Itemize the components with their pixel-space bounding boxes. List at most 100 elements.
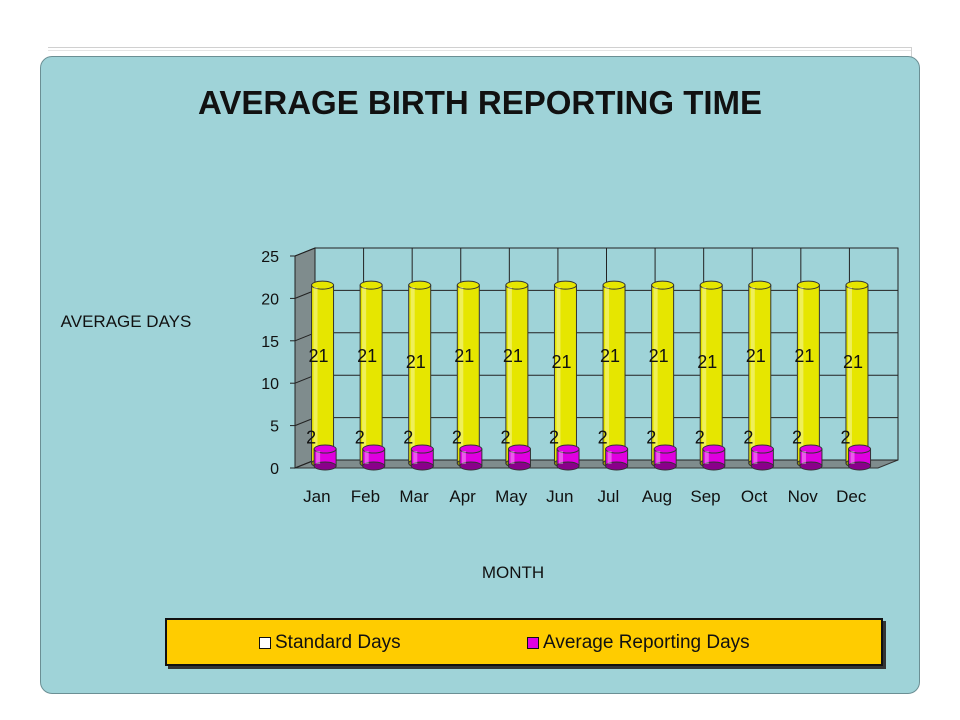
- legend: Standard Days Average Reporting Days: [165, 618, 883, 666]
- bar-average-may-highlight: [510, 451, 515, 464]
- bar-average-nov-top: [799, 444, 823, 454]
- y-tick-label: 25: [261, 249, 279, 266]
- bar-average-jan-top: [313, 444, 337, 454]
- bar-standard-feb-top: [359, 280, 383, 290]
- x-tick-label-jun: Jun: [546, 487, 573, 506]
- data-label-average-nov: 2: [792, 427, 802, 447]
- bar-standard-dec-top: [845, 280, 869, 290]
- bar-average-feb-top: [362, 444, 386, 454]
- bar-average-jul-highlight: [607, 451, 612, 464]
- chart-title: AVERAGE BIRTH REPORTING TIME: [197, 84, 763, 121]
- bar-standard-nov-highlight: [799, 287, 804, 462]
- x-tick-label-jan: Jan: [303, 487, 330, 506]
- bar-standard-dec-highlight: [847, 287, 852, 462]
- bar-average-may-top: [507, 444, 531, 454]
- data-label-standard-apr: 21: [454, 346, 474, 366]
- y-tick-label: 10: [261, 376, 279, 393]
- data-label-standard-sep: 21: [697, 352, 717, 372]
- x-tick-label-mar: Mar: [399, 487, 429, 506]
- x-tick-label-nov: Nov: [788, 487, 819, 506]
- x-tick-label-may: May: [495, 487, 528, 506]
- bar-standard-jan-highlight: [313, 287, 318, 462]
- data-label-average-apr: 2: [452, 427, 462, 447]
- y-tick-label: 15: [261, 334, 279, 351]
- legend-swatch-standard: [259, 637, 271, 649]
- bar-standard-jul-highlight: [605, 287, 610, 462]
- top-rule: [48, 47, 912, 48]
- bar-standard-jan-top: [311, 280, 335, 290]
- data-label-average-jan: 2: [306, 427, 316, 447]
- bar-average-feb-highlight: [364, 451, 369, 464]
- bar-average-dec-top: [848, 444, 872, 454]
- y-tick-label: 5: [270, 419, 279, 436]
- data-label-standard-aug: 21: [649, 346, 669, 366]
- data-label-standard-jun: 21: [551, 352, 571, 372]
- bar-average-oct-highlight: [753, 451, 758, 464]
- gridline-depth: [294, 247, 316, 257]
- bar-average-aug-highlight: [656, 451, 661, 464]
- data-label-average-aug: 2: [646, 427, 656, 447]
- bar-average-jan-base: [313, 461, 337, 471]
- bar-standard-jun-top: [553, 280, 577, 290]
- bar-standard-aug-highlight: [653, 287, 658, 462]
- x-tick-label-sep: Sep: [690, 487, 720, 506]
- x-tick-label-oct: Oct: [741, 487, 768, 506]
- data-label-standard-nov: 21: [794, 346, 814, 366]
- bar-standard-apr-highlight: [459, 287, 464, 462]
- bar-average-jun-base: [556, 461, 580, 471]
- bar-average-nov-highlight: [801, 451, 806, 464]
- data-label-average-dec: 2: [841, 427, 851, 447]
- bar-average-mar-highlight: [413, 451, 418, 464]
- data-label-standard-oct: 21: [746, 346, 766, 366]
- bar-standard-sep-top: [699, 280, 723, 290]
- bar-average-sep-highlight: [704, 451, 709, 464]
- x-tick-label-aug: Aug: [642, 487, 672, 506]
- bar-standard-jul-top: [602, 280, 626, 290]
- legend-item-standard: Standard Days: [259, 632, 401, 654]
- data-label-average-sep: 2: [695, 427, 705, 447]
- bar-average-jul-top: [605, 444, 629, 454]
- bar-standard-feb-highlight: [362, 287, 367, 462]
- data-label-average-may: 2: [500, 427, 510, 447]
- data-label-average-oct: 2: [743, 427, 753, 447]
- y-tick-label: 20: [261, 291, 279, 308]
- data-label-standard-may: 21: [503, 346, 523, 366]
- data-label-average-feb: 2: [355, 427, 365, 447]
- legend-swatch-average: [527, 637, 539, 649]
- bar-average-jan-highlight: [316, 451, 321, 464]
- bar-standard-mar-top: [408, 280, 432, 290]
- bar-average-aug-top: [653, 444, 677, 454]
- bar-average-mar-base: [410, 461, 434, 471]
- bar-standard-sep-highlight: [702, 287, 707, 462]
- data-label-standard-feb: 21: [357, 346, 377, 366]
- bar-average-oct-base: [750, 461, 774, 471]
- bar-average-jun-top: [556, 444, 580, 454]
- bar-average-apr-base: [459, 461, 483, 471]
- bar-average-mar-top: [410, 444, 434, 454]
- bar-average-apr-highlight: [461, 451, 466, 464]
- data-label-average-mar: 2: [403, 427, 413, 447]
- x-tick-label-apr: Apr: [449, 487, 476, 506]
- data-label-standard-jan: 21: [309, 346, 329, 366]
- bar-standard-nov-top: [796, 280, 820, 290]
- bar-standard-apr-top: [456, 280, 480, 290]
- bar-average-feb-base: [362, 461, 386, 471]
- x-tick-label-jul: Jul: [597, 487, 619, 506]
- bar-average-jun-highlight: [559, 451, 564, 464]
- bar-standard-oct-top: [748, 280, 772, 290]
- data-label-standard-dec: 21: [843, 352, 863, 372]
- bar-average-apr-top: [459, 444, 483, 454]
- side-rule: [911, 47, 912, 61]
- bar-average-sep-top: [702, 444, 726, 454]
- data-label-standard-mar: 21: [406, 352, 426, 372]
- bar-average-oct-top: [750, 444, 774, 454]
- x-axis-label: MONTH: [481, 563, 545, 582]
- data-label-standard-jul: 21: [600, 346, 620, 366]
- legend-item-average: Average Reporting Days: [527, 632, 750, 654]
- top-rule-inner: [48, 50, 912, 51]
- legend-label-standard: Standard Days: [275, 632, 401, 653]
- bar-average-sep-base: [702, 461, 726, 471]
- y-axis-label: AVERAGE DAYS: [60, 312, 192, 331]
- bar-average-aug-base: [653, 461, 677, 471]
